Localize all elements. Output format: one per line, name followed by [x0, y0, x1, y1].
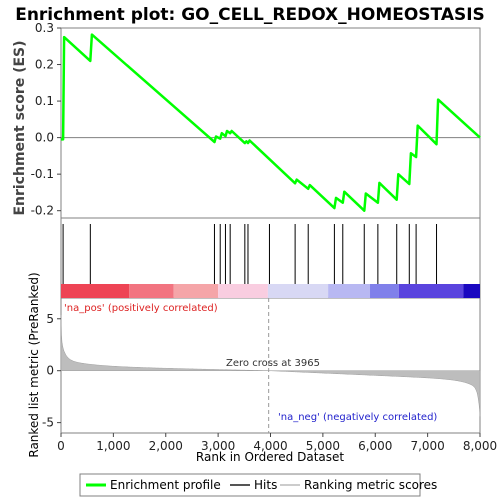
color-bar-group [61, 284, 480, 298]
es-yticks-group: -0.2 -0.1 0.0 0.1 0.2 0.3 [31, 21, 61, 218]
ranked-ytick-label: 5 [46, 312, 54, 326]
ranked-ytick-label: 0 [46, 364, 54, 378]
es-ytick-label: -0.2 [31, 204, 54, 218]
ranked-metric-area [60, 315, 481, 417]
x-tick-label: 7,000 [410, 439, 444, 453]
hits-group [62, 224, 438, 284]
x-tick-label: 6,000 [358, 439, 392, 453]
chart-title: Enrichment plot: GO_CELL_REDOX_HOMEOSTAS… [15, 5, 485, 25]
color-bar-segment [218, 284, 268, 298]
es-ytick-label: -0.1 [31, 167, 54, 181]
legend: Enrichment profile Hits Ranking metric s… [79, 473, 437, 497]
x-tick-label: 4,000 [253, 439, 287, 453]
na-neg-label: 'na_neg' (negatively correlated) [278, 412, 437, 423]
color-bar-segment [463, 284, 480, 298]
x-axis-label: Rank in Ordered Dataset [196, 450, 344, 464]
es-ytick-label: 0.0 [35, 131, 54, 145]
x-tick-label: 2,000 [149, 439, 183, 453]
color-bar-segment [398, 284, 464, 298]
es-ytick-label: 0.3 [35, 21, 54, 35]
es-ylabel: Enrichment score (ES) [12, 40, 28, 215]
x-tick-label: 8,000 [463, 439, 497, 453]
x-tick-label: 5,000 [306, 439, 340, 453]
color-bar-segment [267, 284, 329, 298]
zero-cross-label: Zero cross at 3965 [226, 358, 320, 369]
enrichment-profile-line [61, 33, 481, 212]
x-tick-label: 1,000 [96, 439, 130, 453]
es-panel-frame [60, 27, 481, 219]
color-bar-segment [370, 284, 399, 298]
ranked-yticks-group: -5 0 5 [42, 312, 61, 430]
ranked-metric-group [60, 298, 481, 433]
es-ytick-label: 0.2 [35, 58, 54, 72]
enrichment-profile-group [61, 33, 481, 212]
legend-label-hits: Hits [254, 478, 277, 492]
na-pos-label: 'na_pos' (positively correlated) [64, 303, 218, 314]
color-bar-segment [173, 284, 219, 298]
x-tick-label: 0 [57, 439, 65, 453]
color-bar-segment [129, 284, 174, 298]
legend-label-ranking: Ranking metric scores [304, 478, 437, 492]
ranked-ylabel: Ranked list metric (PreRanked) [27, 272, 41, 457]
color-bar-segment [328, 284, 371, 298]
ranked-ytick-label: -5 [42, 416, 54, 430]
x-tick-label: 3,000 [201, 439, 235, 453]
x-ticks-group: 0 1,000 2,000 3,000 4,000 5,000 6,000 7,000 8,00… [57, 433, 497, 453]
es-ytick-label: 0.1 [35, 94, 54, 108]
color-bar-segment [61, 284, 130, 298]
legend-label-enrichment: Enrichment profile [110, 478, 221, 492]
